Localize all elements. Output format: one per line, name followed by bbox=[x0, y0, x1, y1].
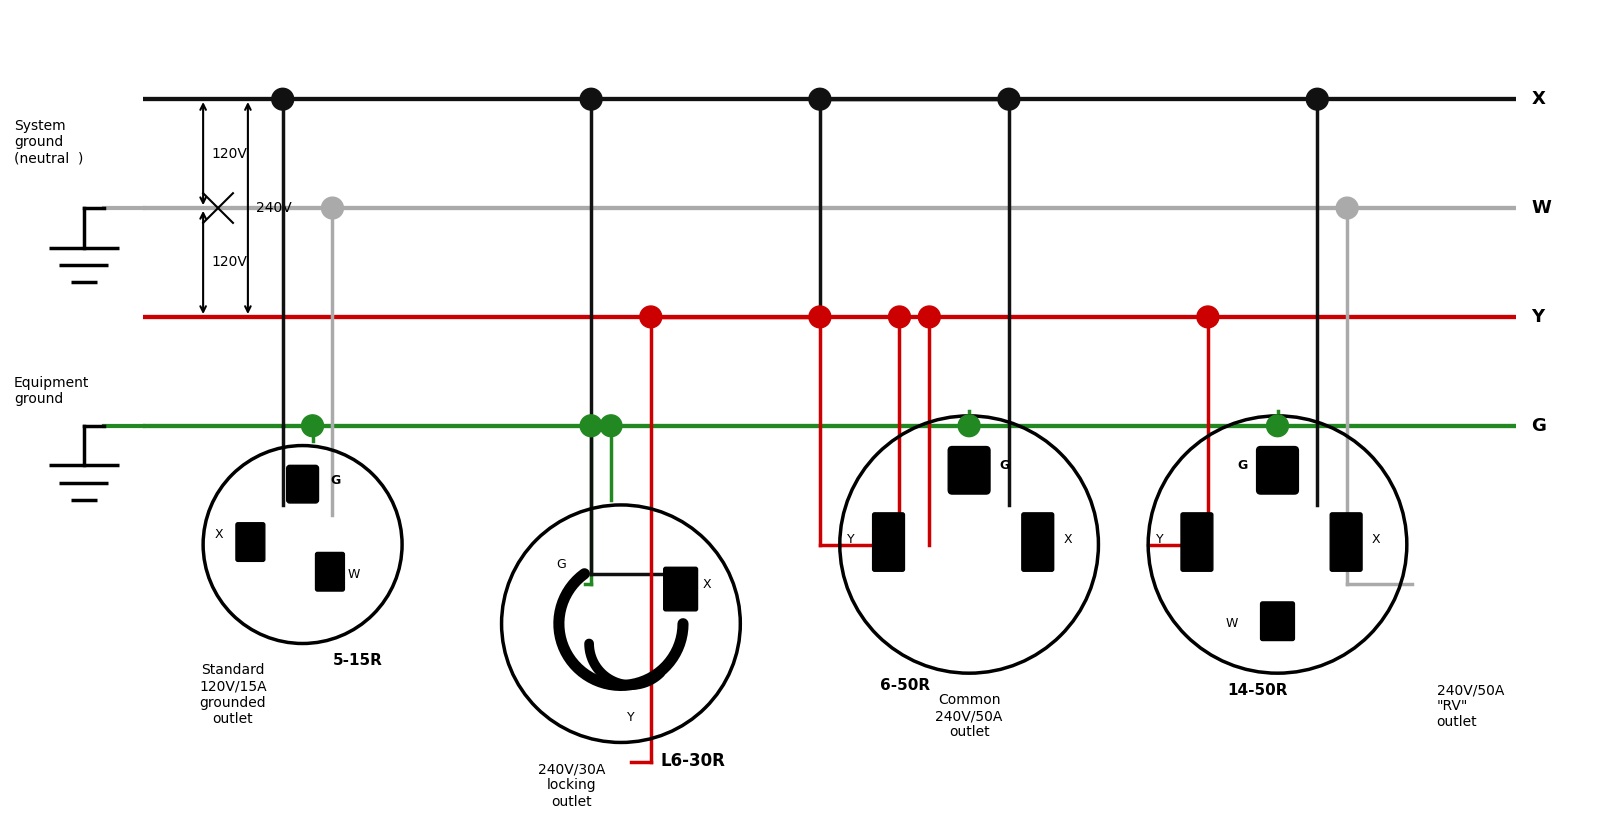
Circle shape bbox=[918, 306, 941, 328]
Text: X: X bbox=[1373, 533, 1381, 546]
Text: Standard
120V/15A
grounded
outlet: Standard 120V/15A grounded outlet bbox=[198, 663, 267, 726]
Text: Y: Y bbox=[1531, 308, 1544, 326]
Text: G: G bbox=[1237, 459, 1248, 472]
Text: X: X bbox=[214, 528, 222, 541]
Text: Y: Y bbox=[846, 533, 854, 546]
Text: X: X bbox=[702, 577, 710, 591]
Text: Y: Y bbox=[1155, 533, 1163, 546]
FancyBboxPatch shape bbox=[286, 465, 318, 503]
Circle shape bbox=[1197, 306, 1219, 328]
Circle shape bbox=[998, 88, 1019, 110]
Text: 240V/30A
locking
outlet: 240V/30A locking outlet bbox=[538, 762, 605, 809]
FancyBboxPatch shape bbox=[872, 513, 904, 572]
Circle shape bbox=[958, 415, 981, 437]
Text: Common
240V/50A
outlet: Common 240V/50A outlet bbox=[936, 693, 1003, 739]
Text: X: X bbox=[1064, 533, 1072, 546]
Text: 240V/50A
"RV"
outlet: 240V/50A "RV" outlet bbox=[1437, 683, 1504, 729]
Circle shape bbox=[581, 88, 602, 110]
Text: 120V: 120V bbox=[211, 146, 246, 160]
Text: G: G bbox=[998, 459, 1010, 472]
Text: X: X bbox=[1531, 90, 1546, 108]
FancyBboxPatch shape bbox=[235, 523, 266, 562]
Text: 14-50R: 14-50R bbox=[1227, 683, 1288, 698]
Circle shape bbox=[302, 415, 323, 437]
FancyBboxPatch shape bbox=[1330, 513, 1362, 572]
Text: G: G bbox=[331, 473, 341, 487]
FancyBboxPatch shape bbox=[664, 567, 698, 611]
FancyBboxPatch shape bbox=[1256, 447, 1298, 494]
Circle shape bbox=[888, 306, 910, 328]
Circle shape bbox=[810, 306, 830, 328]
Text: System
ground
(neutral  ): System ground (neutral ) bbox=[14, 119, 83, 165]
Circle shape bbox=[322, 197, 344, 219]
Text: L6-30R: L6-30R bbox=[661, 752, 726, 771]
Text: G: G bbox=[1531, 417, 1546, 434]
Text: W: W bbox=[347, 567, 360, 581]
FancyBboxPatch shape bbox=[1181, 513, 1213, 572]
Circle shape bbox=[1336, 197, 1358, 219]
Circle shape bbox=[581, 415, 602, 437]
Circle shape bbox=[1306, 88, 1328, 110]
Text: 240V: 240V bbox=[256, 201, 291, 215]
Circle shape bbox=[600, 415, 622, 437]
Circle shape bbox=[810, 88, 830, 110]
Text: Y: Y bbox=[627, 711, 635, 724]
Text: 120V: 120V bbox=[211, 255, 246, 269]
Circle shape bbox=[640, 306, 662, 328]
Text: W: W bbox=[1226, 617, 1238, 630]
Text: 5-15R: 5-15R bbox=[333, 653, 382, 668]
Circle shape bbox=[1267, 415, 1288, 437]
FancyBboxPatch shape bbox=[1022, 513, 1054, 572]
Text: G: G bbox=[557, 558, 566, 571]
Text: Equipment
ground: Equipment ground bbox=[14, 376, 90, 406]
FancyBboxPatch shape bbox=[315, 553, 344, 591]
Text: 6-50R: 6-50R bbox=[880, 678, 930, 693]
FancyBboxPatch shape bbox=[949, 447, 990, 494]
Circle shape bbox=[272, 88, 294, 110]
Text: W: W bbox=[1531, 199, 1550, 217]
FancyBboxPatch shape bbox=[1261, 602, 1294, 640]
